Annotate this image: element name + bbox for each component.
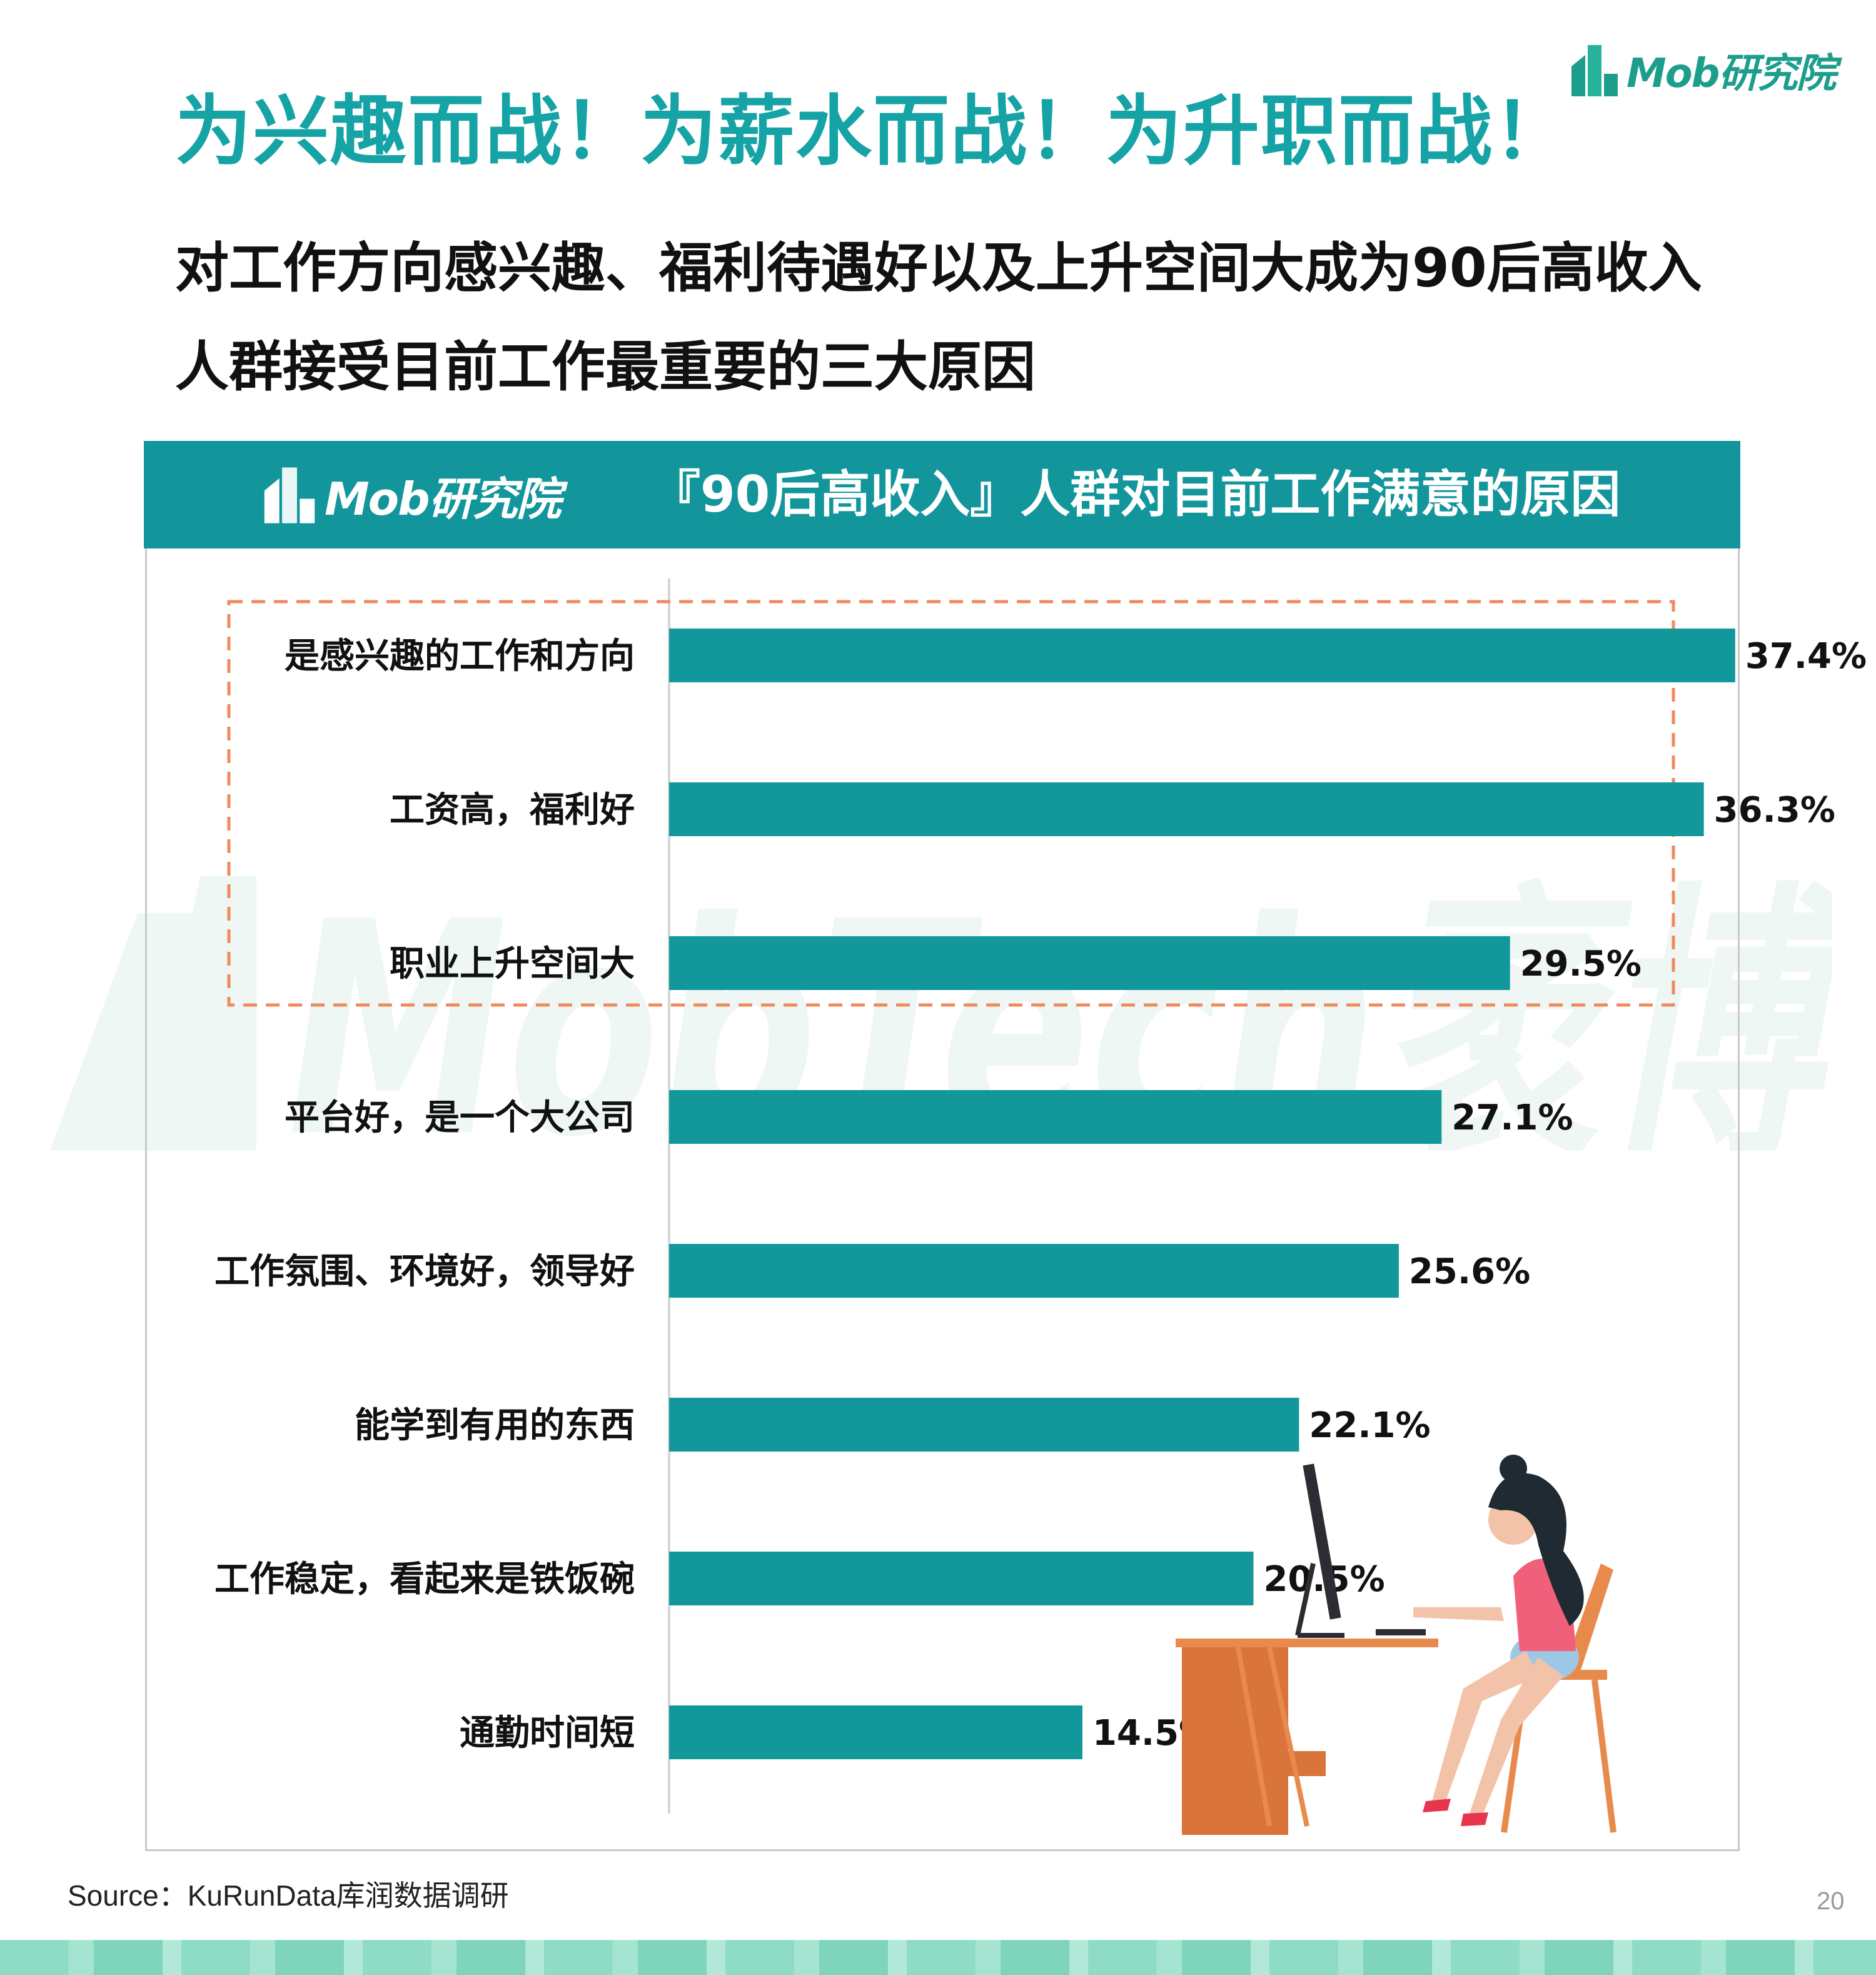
bar <box>669 1705 1082 1759</box>
bar-row: 工资高，福利好 36.3% <box>390 782 1835 836</box>
brand-logo-icon <box>264 467 315 523</box>
bar-row: 平台好，是一个大公司 27.1% <box>285 1090 1573 1144</box>
bar-row: 工作氛围、环境好，领导好 25.6% <box>214 1244 1530 1298</box>
bar-row: 通勤时间短 14.5% <box>460 1705 1214 1759</box>
category-label: 工资高，福利好 <box>390 790 635 831</box>
brand-logo-icon <box>1571 45 1618 96</box>
bar <box>669 629 1735 682</box>
page-number: 20 <box>1817 1887 1845 1915</box>
brand-logo: Mob研究院 <box>1566 39 1842 101</box>
category-label: 能学到有用的东西 <box>355 1405 635 1446</box>
chart-header: Mob研究院 『90后高收入』人群对目前工作满意的原因 <box>144 441 1740 548</box>
woman-at-desk-illustration <box>1176 1455 1616 1835</box>
category-label: 平台好，是一个大公司 <box>285 1098 635 1138</box>
decorative-footer-bar <box>0 1940 1876 1975</box>
chart-header-logo-text: Mob研究院 <box>325 472 562 525</box>
bar <box>669 936 1510 990</box>
bar-row: 能学到有用的东西 22.1% <box>355 1398 1431 1452</box>
category-label: 是感兴趣的工作和方向 <box>285 636 635 677</box>
chart-title: 『90后高收入』人群对目前工作满意的原因 <box>650 465 1621 523</box>
chart-header-logo: Mob研究院 <box>258 457 562 532</box>
value-label: 25.6% <box>1409 1251 1530 1292</box>
value-label: 22.1% <box>1309 1405 1430 1446</box>
bar-row: 工作稳定，看起来是铁饭碗20.5% <box>214 1552 1385 1605</box>
value-label: 27.1% <box>1451 1098 1573 1138</box>
bar <box>669 1244 1399 1298</box>
source-note: Source：KuRunData库润数据调研 <box>68 1879 509 1912</box>
value-label: 36.3% <box>1714 790 1835 831</box>
page-title: 为兴趣而战！为薪水而战！为升职而战！ <box>175 87 1571 176</box>
bar <box>669 1090 1442 1144</box>
bar <box>669 782 1704 836</box>
bar-row: 是感兴趣的工作和方向 37.4% <box>285 629 1867 682</box>
bar-row: 职业上升空间大 29.5% <box>390 936 1642 990</box>
bar <box>669 1552 1254 1605</box>
bar <box>669 1398 1299 1452</box>
brand-logo-text: Mob研究院 <box>1626 51 1836 97</box>
value-label: 37.4% <box>1745 636 1867 677</box>
category-label: 职业上升空间大 <box>390 944 635 984</box>
value-label: 29.5% <box>1520 944 1642 984</box>
category-label: 工作稳定，看起来是铁饭碗 <box>214 1559 635 1600</box>
page-subtitle: 对工作方向感兴趣、福利待遇好以及上升空间大成为90后高收入人群接受目前工作最重要… <box>175 237 1702 398</box>
category-label: 通勤时间短 <box>460 1713 635 1754</box>
category-label: 工作氛围、环境好，领导好 <box>214 1251 635 1292</box>
